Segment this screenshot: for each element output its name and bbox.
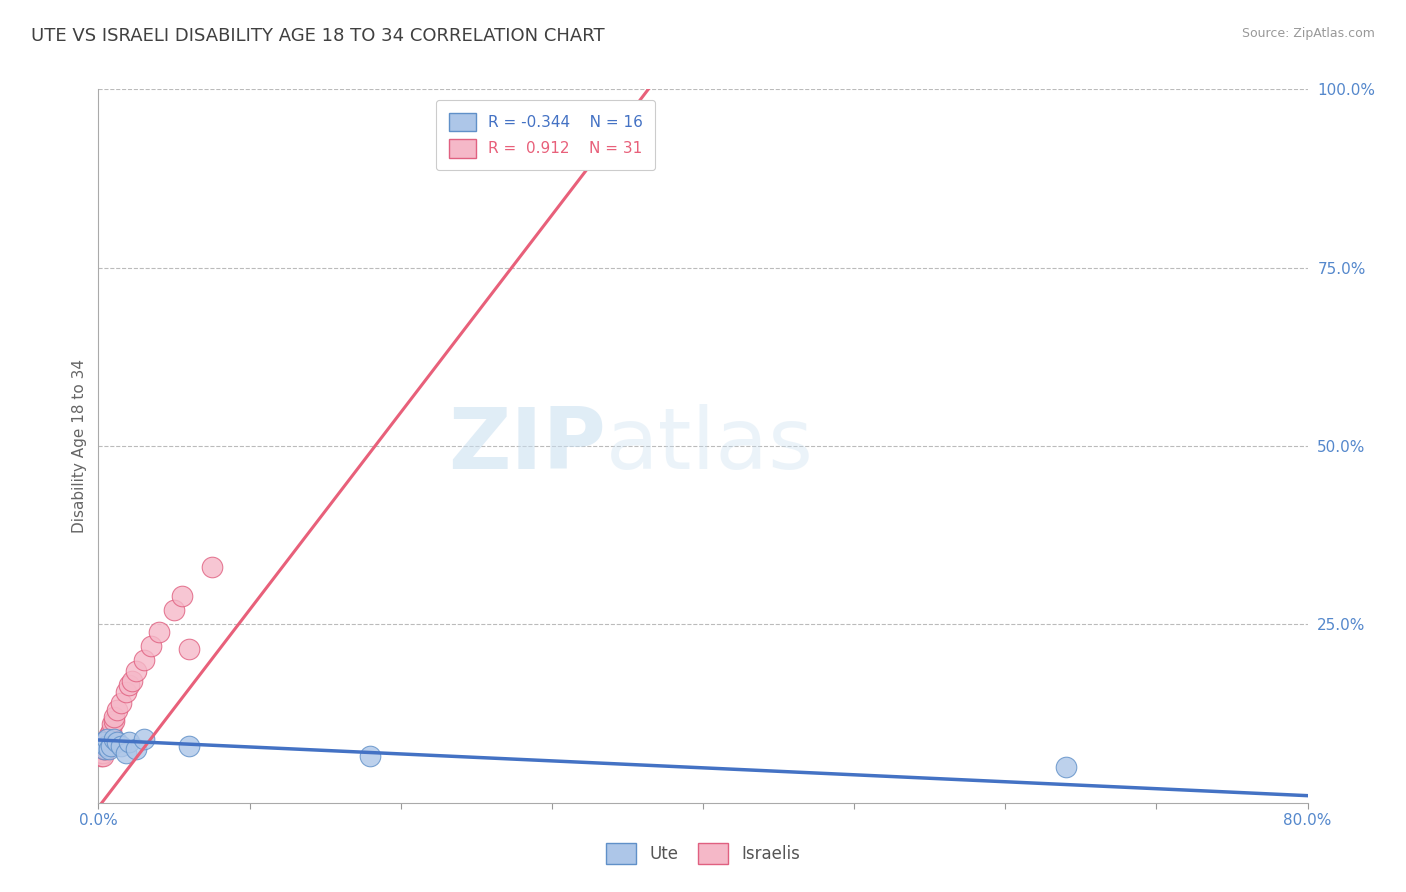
Point — [91, 746, 114, 760]
Point — [90, 746, 112, 760]
Point — [1054, 760, 1077, 774]
Point — [94, 735, 117, 749]
Point — [141, 639, 163, 653]
Point — [103, 731, 125, 746]
Point — [125, 742, 148, 756]
Point — [94, 742, 117, 756]
Text: Source: ZipAtlas.com: Source: ZipAtlas.com — [1241, 27, 1375, 40]
Point — [101, 717, 124, 731]
Y-axis label: Disability Age 18 to 34: Disability Age 18 to 34 — [72, 359, 87, 533]
Point — [94, 739, 117, 753]
Point — [93, 742, 115, 756]
Point — [91, 749, 114, 764]
Point — [148, 624, 170, 639]
Point — [103, 710, 125, 724]
Point — [100, 739, 122, 753]
Point — [118, 735, 141, 749]
Point — [163, 603, 186, 617]
Point — [96, 731, 118, 746]
Point — [91, 735, 114, 749]
Point — [360, 749, 382, 764]
Legend: R = -0.344    N = 16, R =  0.912    N = 31: R = -0.344 N = 16, R = 0.912 N = 31 — [436, 101, 655, 169]
Legend: Ute, Israelis: Ute, Israelis — [599, 837, 807, 871]
Point — [179, 642, 201, 657]
Point — [105, 703, 128, 717]
Point — [96, 735, 118, 749]
Point — [132, 731, 155, 746]
Point — [90, 749, 112, 764]
Point — [98, 728, 121, 742]
Point — [114, 746, 136, 760]
Point — [118, 678, 141, 692]
Point — [179, 739, 201, 753]
Text: ZIP: ZIP — [449, 404, 606, 488]
Point — [125, 664, 148, 678]
Point — [103, 714, 125, 728]
Text: atlas: atlas — [606, 404, 814, 488]
Point — [110, 739, 132, 753]
Point — [201, 560, 224, 574]
Point — [170, 589, 193, 603]
Point — [96, 731, 118, 746]
Point — [98, 742, 121, 756]
Point — [114, 685, 136, 699]
Point — [93, 739, 115, 753]
Point — [100, 728, 122, 742]
Point — [105, 735, 128, 749]
Point — [91, 742, 114, 756]
Point — [100, 724, 122, 739]
Point — [94, 739, 117, 753]
Point — [132, 653, 155, 667]
Text: UTE VS ISRAELI DISABILITY AGE 18 TO 34 CORRELATION CHART: UTE VS ISRAELI DISABILITY AGE 18 TO 34 C… — [31, 27, 605, 45]
Point — [121, 674, 143, 689]
Point — [110, 696, 132, 710]
Point — [93, 742, 115, 756]
